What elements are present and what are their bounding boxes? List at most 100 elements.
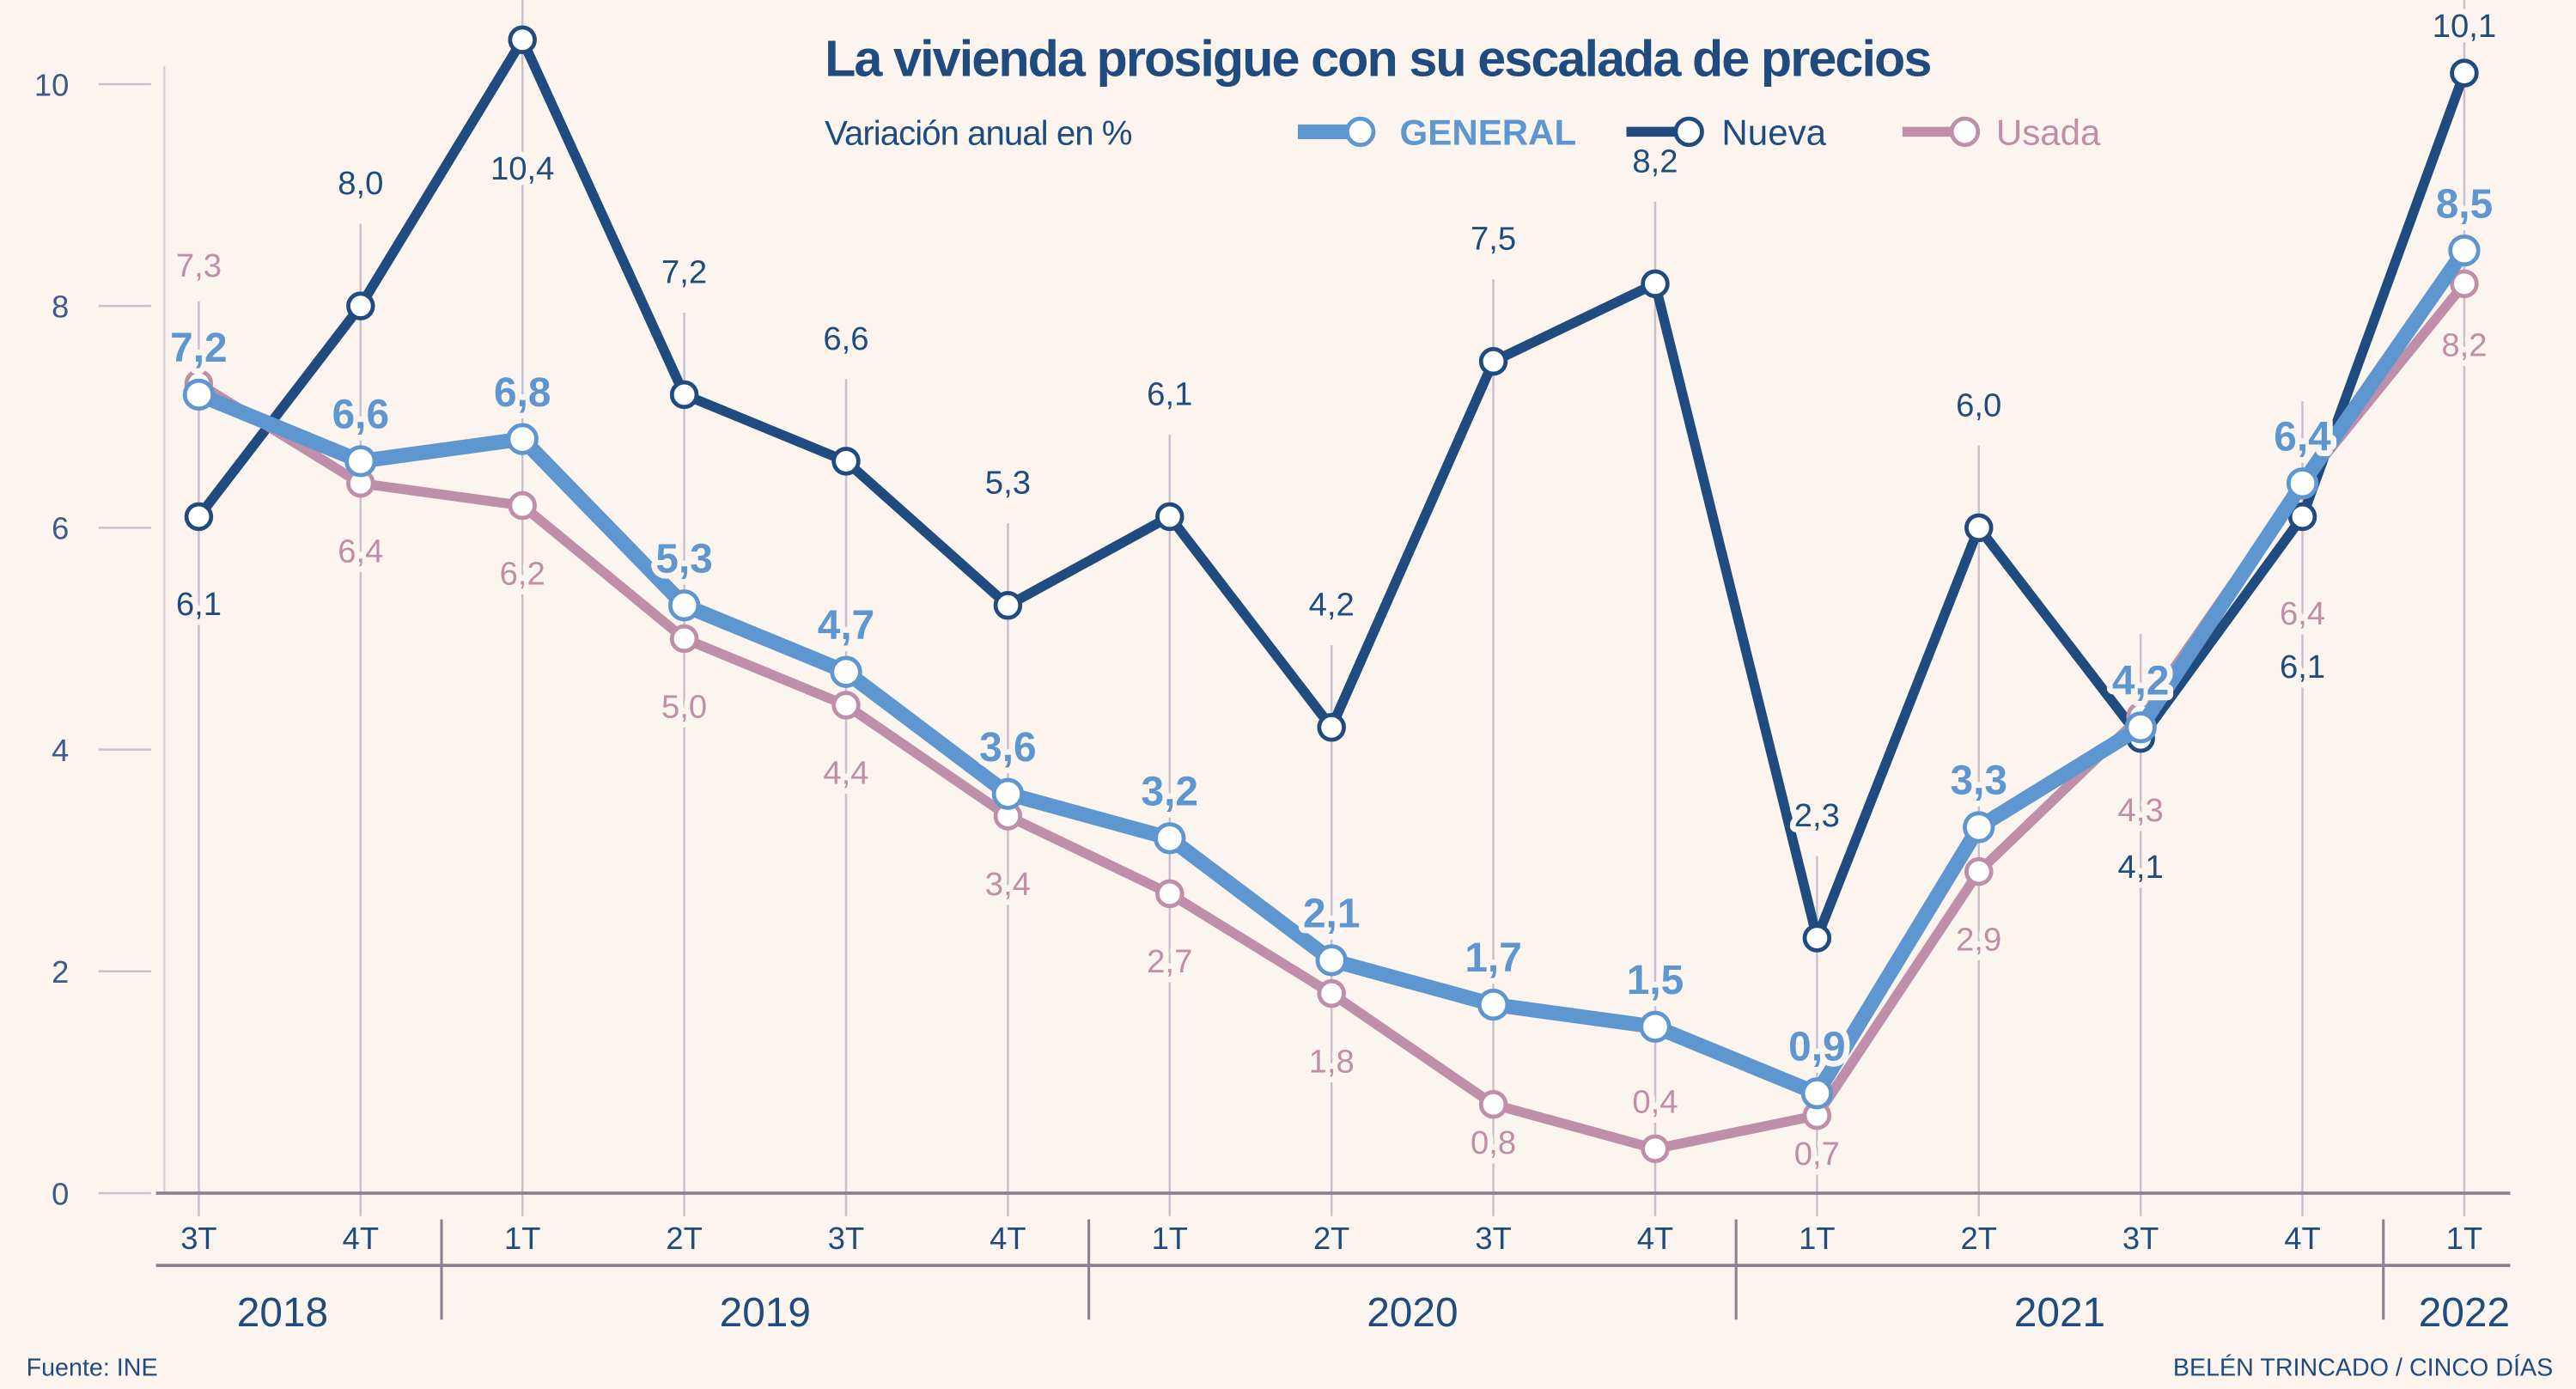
data-point-usada [1317, 978, 1346, 1008]
data-label-usada: 6,4 [2280, 595, 2325, 632]
data-point-general [2448, 234, 2481, 267]
x-tick-label: 4T [990, 1221, 1026, 1256]
legend-label: Usada [1996, 113, 2101, 153]
legend-label: GENERAL [1400, 113, 1577, 153]
data-point-general [1477, 988, 1510, 1021]
data-label-nueva: 8,0 [338, 165, 383, 202]
data-label-general: 6,4 [2274, 414, 2331, 460]
y-tick-label: 10 [34, 67, 69, 102]
source-note: Fuente: INE [27, 1354, 158, 1381]
credit-note: BELÉN TRINCADO / CINCO DÍAS [2173, 1353, 2553, 1381]
data-point-general [344, 445, 377, 478]
data-point-general [667, 589, 701, 622]
data-label-general: 5,3 [655, 536, 712, 582]
data-label-general: 0,9 [1788, 1025, 1845, 1070]
y-tick-label: 0 [52, 1176, 69, 1211]
data-label-nueva: 6,1 [176, 586, 222, 623]
data-point-nueva [993, 591, 1023, 620]
data-point-usada [831, 691, 861, 720]
data-label-general: 7,2 [170, 326, 227, 371]
data-label-nueva: 7,5 [1471, 221, 1516, 258]
y-tick-label: 4 [52, 733, 69, 768]
data-point-usada [2450, 269, 2479, 299]
data-label-nueva: 10,4 [490, 150, 554, 187]
data-point-nueva [669, 380, 699, 410]
data-point-general [182, 378, 216, 411]
data-point-nueva [508, 25, 537, 55]
year-label: 2021 [2014, 1290, 2105, 1336]
x-tick-label: 3T [180, 1221, 216, 1256]
data-label-nueva: 4,2 [1309, 587, 1355, 624]
data-label-usada: 4,4 [823, 755, 868, 792]
data-point-nueva [2450, 58, 2479, 88]
data-label-usada: 2,9 [1956, 921, 2001, 958]
data-label-usada: 1,8 [1309, 1043, 1355, 1080]
data-label-usada: 6,4 [338, 533, 383, 570]
data-point-general [1154, 822, 1186, 855]
x-tick-label: 2T [666, 1221, 702, 1256]
data-label-usada: 2,7 [1147, 943, 1192, 980]
year-label: 2019 [720, 1290, 811, 1336]
legend-item-nueva: Nueva [1626, 113, 1827, 153]
data-label-general: 1,5 [1627, 958, 1684, 1003]
data-label-usada: 5,0 [661, 688, 707, 725]
data-point-usada [1478, 1089, 1508, 1119]
x-tick-label: 4T [343, 1221, 379, 1256]
x-tick-label: 1T [1152, 1221, 1188, 1256]
data-label-nueva: 10,1 [2433, 8, 2496, 45]
data-point-general [2124, 711, 2157, 744]
legend: GENERAL Nueva Usada [1297, 113, 2101, 153]
data-label-general: 2,1 [1303, 892, 1360, 937]
data-point-general [1800, 1077, 1834, 1110]
data-label-nueva: 2,3 [1794, 797, 1840, 834]
data-label-usada: 0,4 [1632, 1083, 1678, 1120]
data-label-nueva: 6,6 [823, 320, 868, 357]
data-point-general [1963, 811, 1995, 844]
data-point-nueva [1317, 713, 1346, 742]
data-point-nueva [1155, 502, 1184, 532]
x-tick-label: 1T [504, 1221, 540, 1256]
x-tick-label: 4T [1637, 1221, 1673, 1256]
data-label-usada: 6,2 [500, 555, 545, 592]
data-point-nueva [1478, 346, 1508, 376]
x-tick-label: 2T [1961, 1221, 1997, 1256]
data-label-usada: 3,4 [985, 866, 1031, 903]
data-point-general [506, 423, 539, 455]
data-label-general: 1,7 [1465, 935, 1521, 981]
data-label-usada: 4,3 [2118, 792, 2164, 829]
x-tick-label: 3T [828, 1221, 864, 1256]
data-point-general [2286, 467, 2319, 500]
data-label-usada: 0,8 [1471, 1124, 1516, 1161]
x-tick-label: 3T [1475, 1221, 1511, 1256]
legend-label: Nueva [1721, 113, 1826, 153]
data-label-nueva: 6,0 [1956, 387, 2001, 423]
data-point-usada [508, 490, 537, 521]
x-tick-label: 3T [2122, 1221, 2159, 1256]
data-point-nueva [346, 291, 375, 320]
data-point-nueva [831, 447, 861, 476]
data-point-usada [1641, 1134, 1670, 1164]
data-label-usada: 7,3 [176, 247, 222, 284]
data-label-nueva: 4,1 [2118, 849, 2164, 886]
data-label-nueva: 8,2 [1632, 143, 1678, 180]
legend-marker [1949, 116, 1981, 148]
year-label: 2022 [2419, 1290, 2510, 1336]
data-point-usada [1964, 856, 1994, 886]
x-tick-label: 1T [2446, 1221, 2482, 1256]
data-label-general: 3,2 [1142, 770, 1198, 815]
data-label-nueva: 7,2 [661, 253, 707, 290]
y-tick-label: 6 [52, 511, 69, 546]
data-point-general [1315, 944, 1348, 977]
legend-item-usada: Usada [1902, 113, 2101, 153]
data-point-general [1639, 1010, 1672, 1043]
x-tick-label: 4T [2284, 1221, 2320, 1256]
data-label-nueva: 6,1 [2280, 649, 2325, 685]
data-label-nueva: 6,1 [1147, 375, 1192, 412]
data-point-nueva [1641, 269, 1670, 299]
year-label: 2020 [1367, 1290, 1458, 1336]
data-point-nueva [1802, 923, 1832, 953]
year-label: 2018 [237, 1290, 328, 1336]
data-point-nueva [1964, 513, 1994, 543]
x-tick-label: 2T [1313, 1221, 1349, 1256]
